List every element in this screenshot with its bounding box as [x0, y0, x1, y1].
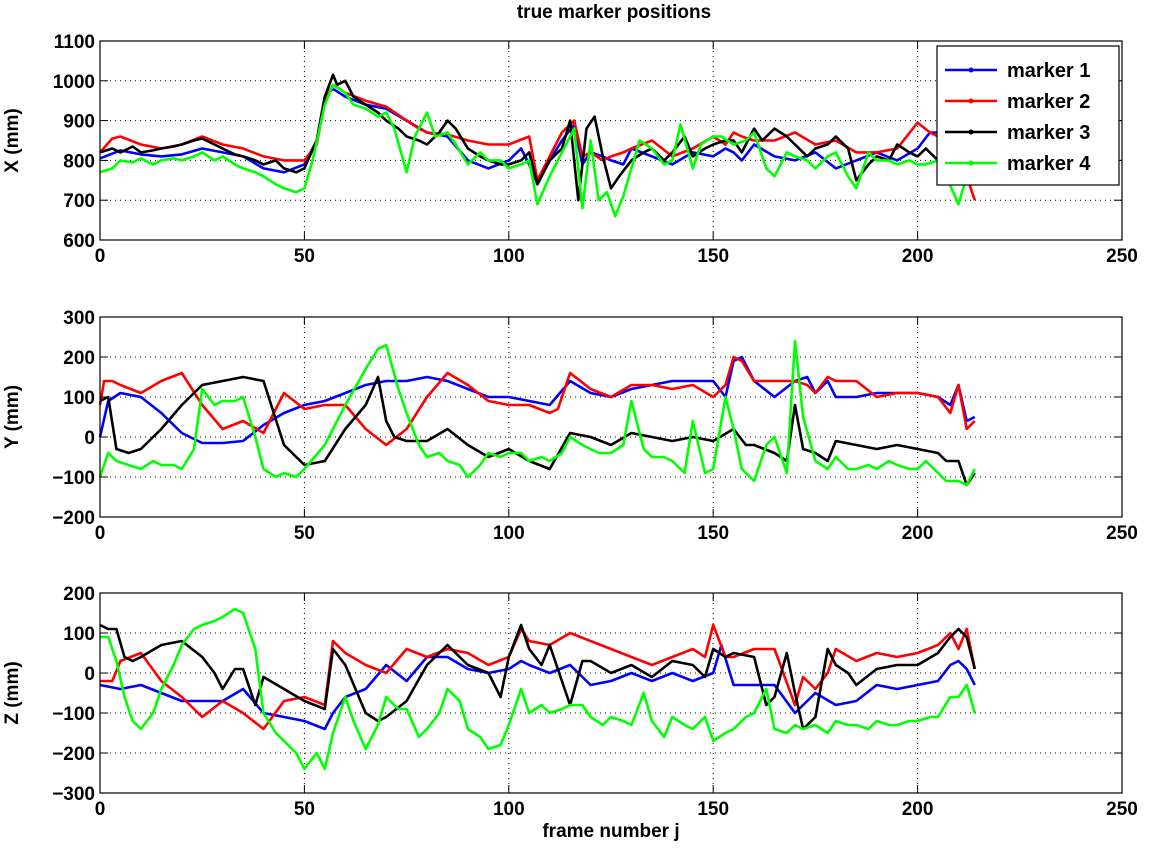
x-tick-label: 50: [294, 523, 315, 544]
panel-1: 0 50 100 150 200 250 600 700 800 900 1000 1100 X (mm…: [2, 32, 1138, 267]
y-tick-label: 900: [63, 112, 95, 133]
legend: marker 1 marker 2 marker 3 marker 4: [936, 45, 1120, 186]
series-line-marker-4: [100, 607, 977, 771]
y-axis-label: X (mm): [2, 108, 23, 172]
axes-box: [99, 40, 1123, 241]
x-tick-label: 0: [95, 246, 106, 267]
series-line-marker-2: [98, 355, 976, 447]
x-tick-label: 150: [697, 246, 729, 267]
x-tick-label: 50: [294, 799, 315, 820]
legend-marker: [968, 129, 974, 135]
y-tick-label: −100: [52, 468, 95, 489]
y-tick-label: 0: [84, 428, 95, 449]
x-tick-label: 0: [95, 523, 106, 544]
axes-box: [99, 592, 1123, 794]
x-tick-label: 100: [493, 523, 525, 544]
y-tick-label: 1100: [54, 32, 95, 53]
y-tick-label: 100: [63, 624, 95, 645]
series-line-marker-2: [100, 623, 977, 731]
panel-2: 0 50 100 150 200 250 −200 −100 0 100 200 300 Y (mm): [2, 308, 1138, 544]
series-line-marker-1: [98, 355, 976, 445]
x-tick-label: 100: [493, 799, 525, 820]
x-tick-label: 200: [902, 799, 934, 820]
y-tick-label: 0: [84, 664, 95, 685]
x-tick-label: 150: [697, 523, 729, 544]
legend-label: marker 2: [1007, 91, 1090, 113]
series-line-marker-3: [99, 375, 976, 487]
axes-box: [99, 316, 1123, 518]
y-tick-label: 1000: [53, 72, 95, 93]
y-tick-label: 300: [63, 308, 95, 329]
y-tick-label: −100: [52, 704, 95, 725]
y-tick-label: −200: [52, 744, 95, 765]
x-tick-label: 0: [95, 799, 106, 820]
x-tick-label: 50: [294, 246, 315, 267]
y-tick-label: 100: [63, 388, 95, 409]
legend-label: marker 4: [1007, 153, 1091, 175]
panel-3: 0 50 100 150 200 250 −300 −200 −100 0 100 200 Z (mm)…: [2, 584, 1138, 842]
legend-label: marker 3: [1007, 122, 1090, 144]
y-tick-label: −300: [52, 784, 95, 805]
y-axis-label: Y (mm): [2, 385, 23, 449]
legend-marker: [968, 160, 974, 166]
y-tick-label: 200: [63, 584, 95, 605]
x-tick-label: 200: [902, 246, 934, 267]
series-line-marker-3: [99, 73, 976, 202]
legend-marker: [968, 98, 974, 104]
series-line-marker-4: [99, 83, 975, 218]
x-tick-label: 250: [1106, 523, 1138, 544]
x-tick-label: 250: [1106, 246, 1138, 267]
x-tick-label: 250: [1106, 799, 1138, 820]
x-axis-label: frame number j: [542, 821, 679, 842]
series-line-marker-3: [99, 623, 977, 731]
y-tick-label: −200: [52, 508, 95, 529]
y-axis-label: Z (mm): [2, 661, 23, 724]
series-line-marker-4: [98, 339, 976, 487]
legend-label: marker 1: [1007, 60, 1090, 82]
y-tick-label: 800: [63, 151, 95, 172]
figure-title: true marker positions: [517, 2, 711, 23]
x-tick-label: 150: [697, 799, 729, 820]
x-tick-label: 200: [902, 523, 934, 544]
x-tick-label: 100: [493, 246, 525, 267]
y-tick-label: 700: [63, 191, 95, 212]
y-tick-label: 600: [63, 231, 95, 252]
y-tick-label: 200: [63, 348, 95, 369]
legend-marker: [968, 67, 974, 73]
